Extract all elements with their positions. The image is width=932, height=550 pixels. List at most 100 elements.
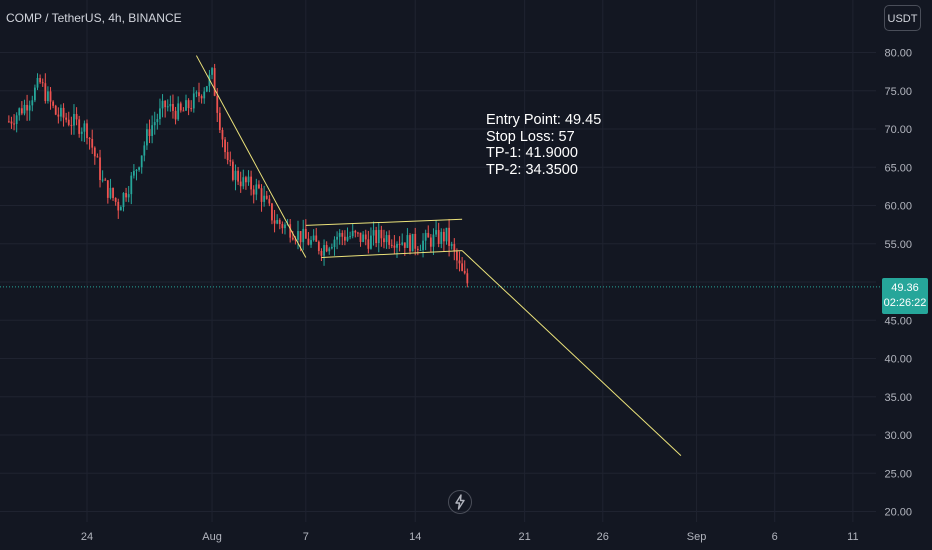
annotation-tp2: TP-2: 34.3500 (486, 161, 578, 178)
candle-body (424, 232, 427, 241)
candle-body (268, 198, 271, 204)
y-tick-label: 25.00 (884, 468, 912, 480)
candle-body (7, 121, 10, 123)
drawing-projection-line (461, 250, 682, 457)
candle-body (362, 234, 365, 242)
candle-body (367, 239, 370, 249)
candle-body (291, 237, 294, 240)
candle-body (341, 232, 344, 237)
candle-body (289, 224, 292, 238)
candle-body (247, 176, 250, 183)
candle-body (130, 175, 133, 195)
candle-body (31, 100, 34, 106)
candle-body (112, 187, 114, 198)
candle-body (317, 241, 320, 251)
candle-body (427, 232, 430, 238)
candle-body (456, 251, 458, 261)
candle-body (357, 232, 359, 234)
candle-body (284, 224, 286, 229)
candle-body (419, 249, 422, 251)
candle-body (224, 139, 226, 153)
candle-body (39, 78, 42, 83)
candle-body (146, 129, 148, 146)
candle-body (23, 104, 26, 114)
candle-body (67, 119, 70, 125)
candle-body (153, 122, 156, 126)
candle-body (351, 230, 354, 237)
candle-body (73, 114, 75, 126)
candle-body (106, 180, 109, 198)
candle-body (47, 91, 49, 102)
candle-body (396, 243, 398, 248)
candle-body (57, 114, 60, 117)
candle-body (159, 108, 161, 120)
candle-body (75, 114, 78, 120)
candle-body (91, 139, 94, 148)
x-tick-label: 24 (81, 531, 93, 543)
candle-body (307, 238, 310, 245)
candle-body (132, 170, 135, 176)
candle-body (403, 242, 406, 248)
candle-body (83, 123, 86, 132)
candle-body (231, 161, 234, 180)
candle-body (380, 229, 383, 239)
candle-body (185, 100, 187, 111)
candle-body (390, 244, 393, 246)
candle-body (299, 231, 302, 243)
candle-body (393, 245, 396, 248)
candle-body (370, 235, 372, 249)
last-price: 49.36 (891, 282, 919, 294)
candle-body (302, 228, 305, 243)
candle-body (166, 106, 169, 108)
candle-body (442, 231, 445, 242)
candle-body (109, 187, 112, 198)
candle-body (354, 230, 357, 233)
drawing-channel-upper (305, 218, 463, 226)
candle-body (174, 110, 177, 120)
candle-body (44, 83, 47, 102)
candle-body (10, 121, 13, 124)
candle-body (245, 177, 247, 183)
candle-body (346, 236, 349, 241)
candle-body (330, 247, 333, 249)
candle-body (237, 170, 239, 182)
candle-body (255, 184, 258, 195)
candle-body (164, 100, 167, 108)
candle-body (278, 219, 281, 225)
y-tick-label: 35.00 (884, 392, 912, 404)
candle-body (143, 145, 146, 156)
y-tick-label: 65.00 (884, 162, 912, 174)
candle-body (70, 124, 73, 126)
x-tick-label: 11 (847, 531, 858, 543)
candle-body (263, 195, 266, 202)
x-tick-label: 21 (519, 531, 531, 543)
candle-body (388, 235, 391, 245)
annotation-tp1: TP-1: 41.9000 (486, 145, 578, 161)
candle-body (466, 273, 469, 284)
y-tick-label: 45.00 (884, 315, 912, 327)
y-tick-label: 80.00 (884, 48, 912, 60)
y-tick-label: 70.00 (884, 124, 912, 136)
lightning-icon[interactable] (448, 490, 472, 514)
candle-body (242, 177, 245, 187)
candle-body (169, 103, 172, 107)
candle-body (359, 232, 362, 242)
currency-button[interactable]: USDT (884, 5, 921, 31)
candle-body (409, 235, 411, 252)
x-tick-label: Aug (202, 531, 222, 543)
candle-body (28, 105, 31, 111)
candle-body (62, 107, 65, 118)
candle-body (26, 104, 28, 111)
candle-body (252, 189, 255, 195)
candle-body (122, 193, 125, 208)
y-tick-label: 40.00 (884, 354, 912, 366)
candle-body (461, 263, 464, 271)
candle-body (198, 92, 200, 97)
candle-body (315, 235, 318, 242)
candle-body (250, 176, 253, 190)
candle-body (104, 179, 107, 181)
candle-body (239, 181, 242, 187)
candle-body (49, 91, 52, 102)
